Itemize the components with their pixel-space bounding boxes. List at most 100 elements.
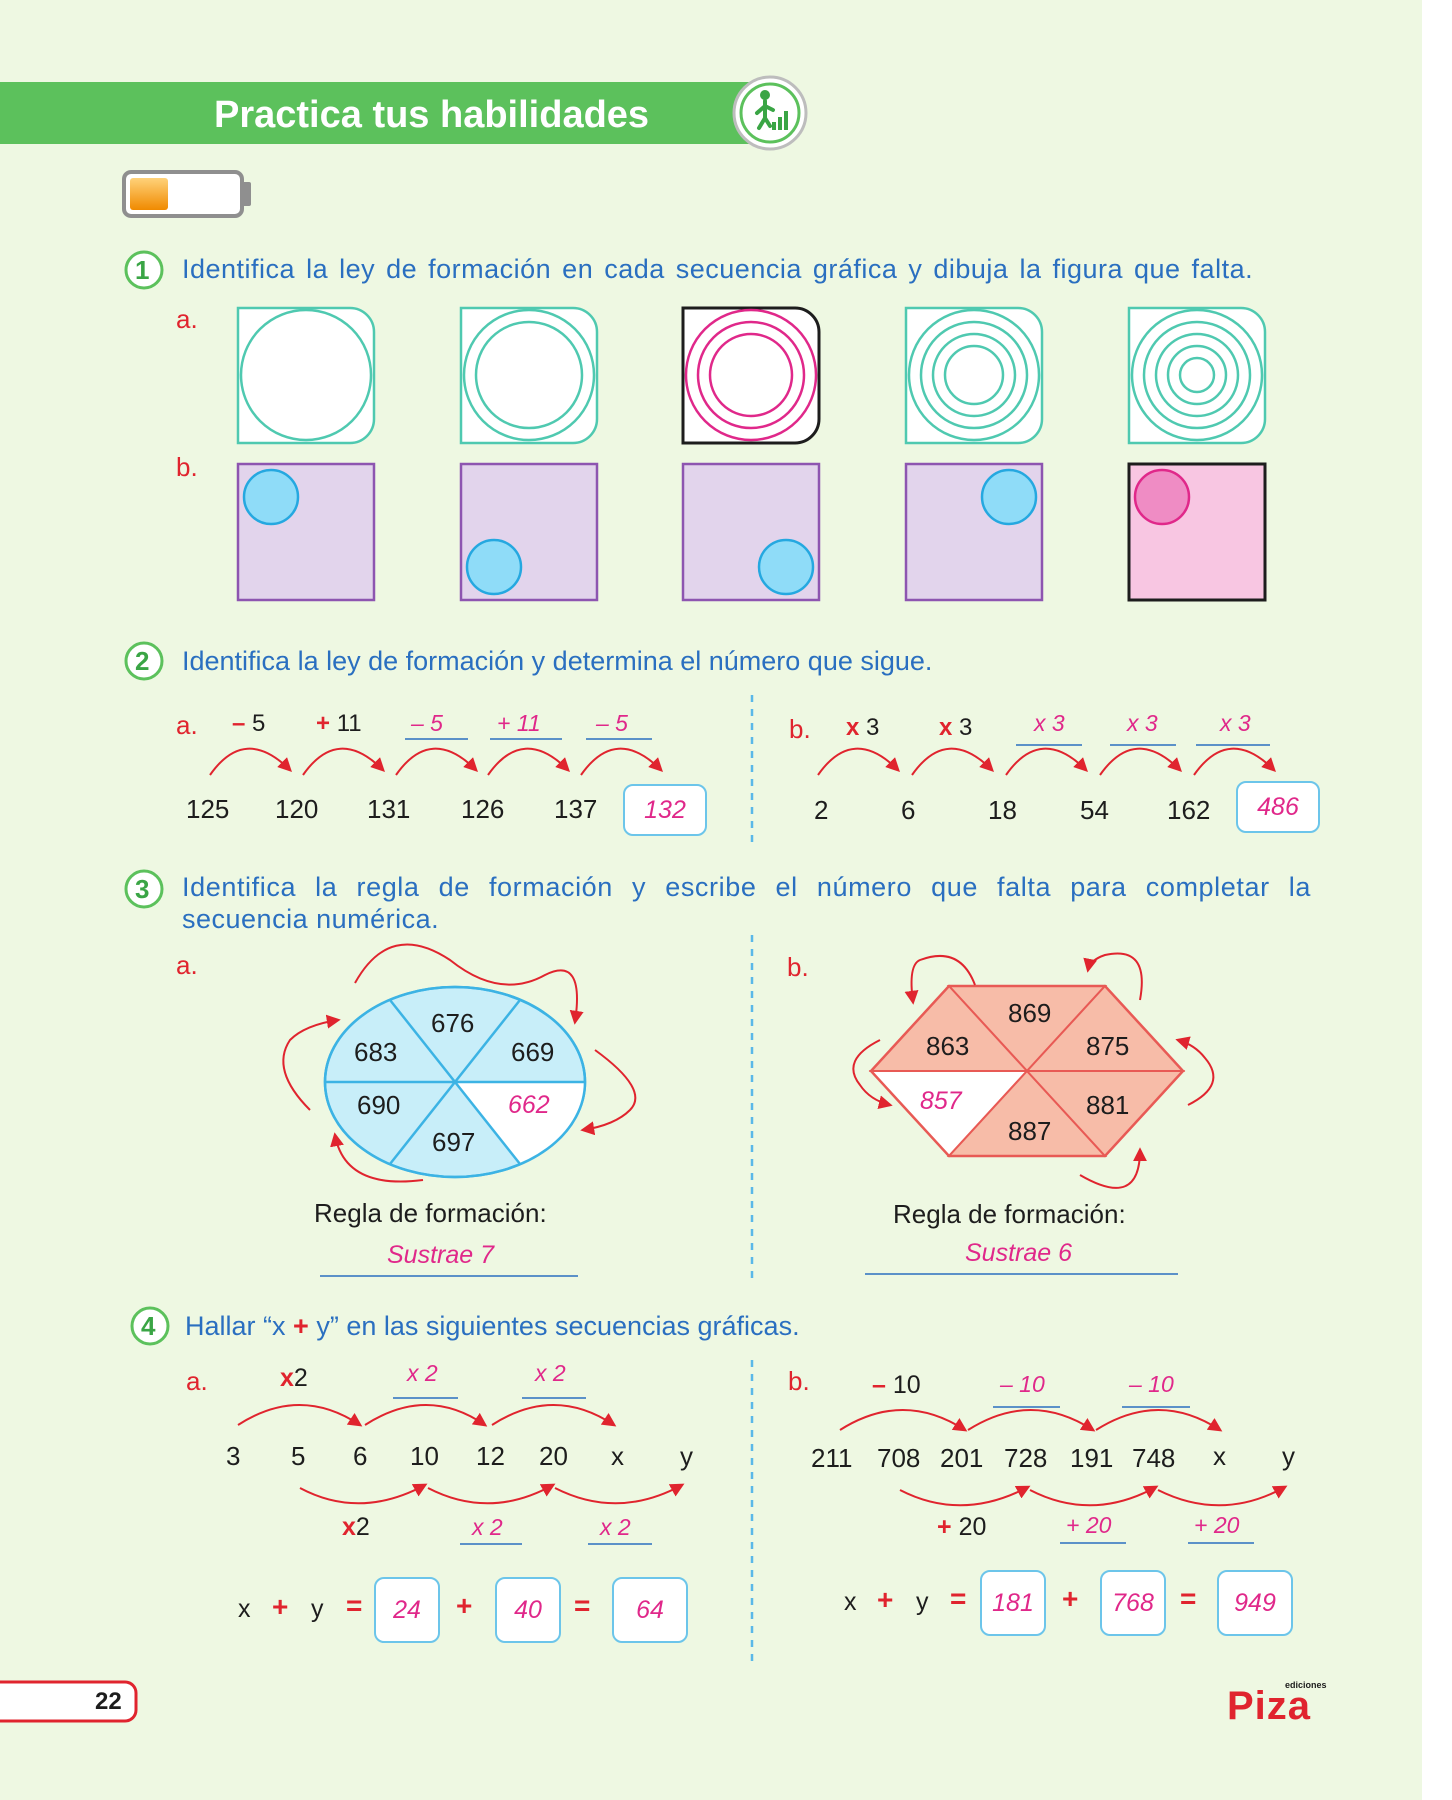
header-bar	[0, 82, 760, 144]
ex3a-value-1: 676	[431, 1008, 475, 1038]
ex3b-rule-answer[interactable]: Sustrae 6	[965, 1239, 1073, 1267]
ex4-number: 4	[141, 1311, 156, 1341]
ex3-answer-lines	[320, 1273, 1178, 1277]
ex4b-arrows	[839, 1409, 1288, 1507]
ex4b-bottom-op: + 20	[937, 1513, 987, 1541]
ex4a-eq-plus: +	[272, 1591, 289, 1622]
ex2a-op1: – 5	[232, 710, 266, 737]
ex4b-eq-value-3[interactable]: 949	[1217, 1570, 1293, 1636]
ex4b-number-7: x	[1213, 1441, 1226, 1471]
ex3-instruction-line1: Identifica la regla de formación y escri…	[182, 872, 1311, 902]
ex4a-bottom-op: x2	[342, 1513, 370, 1541]
ex4a-eq-equals: =	[346, 1590, 363, 1621]
ex4a-eq-y: y	[311, 1595, 324, 1623]
ex3a-arrows	[282, 943, 637, 1183]
ex1-instruction: Identifica la ley de formación en cada s…	[182, 254, 1254, 284]
ex4b-top-op: – 10	[872, 1371, 921, 1399]
ex3b-rule-label: Regla de formación:	[893, 1199, 1126, 1229]
ex4a-number-4: 10	[410, 1441, 439, 1471]
ex4a-arrows	[237, 1404, 685, 1505]
ex3-instruction-line2: secuencia numérica.	[182, 904, 440, 934]
ex4b-top-answer-2: – 10	[1129, 1371, 1174, 1397]
ex4a-eq-equals-2: =	[574, 1590, 591, 1621]
ex4a-eq-value-2[interactable]: 40	[495, 1577, 561, 1643]
ex1b-label: b.	[176, 452, 198, 482]
ex3-number-circle	[124, 869, 164, 909]
ex3a-label: a.	[176, 950, 198, 980]
ex2b-answer-box[interactable]: 486	[1236, 781, 1320, 833]
ex4a-eq-x: x	[238, 1595, 251, 1623]
ex4b-eq-plus: +	[877, 1584, 894, 1615]
ex2b-number-1: 2	[814, 795, 829, 825]
ex4b-eq-y: y	[916, 1588, 929, 1616]
ex2-answer-lines	[405, 738, 1270, 746]
ex4a-number-6: 20	[539, 1441, 568, 1471]
ex4b-bottom-answer-2: + 20	[1194, 1512, 1240, 1538]
ex4b-label: b.	[788, 1366, 810, 1396]
ex3b-label: b.	[787, 952, 809, 982]
ex4a-eq-plus-2: +	[456, 1590, 473, 1621]
ex3b-value-1: 869	[1008, 998, 1052, 1028]
ex2a-answer-box[interactable]: 132	[623, 784, 707, 836]
ex4b-bottom-answer-1: + 20	[1066, 1512, 1112, 1538]
ex4b-eq-value-2[interactable]: 768	[1100, 1570, 1166, 1636]
ex4a-number-1: 3	[226, 1441, 241, 1471]
ex3b-value-4: 881	[1086, 1090, 1130, 1120]
ex4a-eq-value-1[interactable]: 24	[374, 1577, 440, 1643]
ex2a-number-4: 126	[461, 794, 505, 824]
ex4b-eq-equals-2: =	[1180, 1583, 1197, 1614]
ex3b-answer-value[interactable]: 857	[920, 1087, 962, 1115]
ex4a-bottom-answer-1: x 2	[472, 1514, 503, 1540]
battery-level-icon	[122, 170, 251, 218]
ex3b-value-2: 863	[926, 1031, 970, 1061]
ex4a-eq-value-3[interactable]: 64	[612, 1577, 688, 1643]
ex4b-number-2: 708	[877, 1443, 921, 1473]
ex3a-value-2: 669	[511, 1037, 555, 1067]
page-number: 22	[95, 1688, 122, 1715]
ex4-answer-lines	[393, 1397, 1254, 1545]
ex3a-rule-answer[interactable]: Sustrae 7	[387, 1241, 495, 1269]
ex4b-eq-value-1[interactable]: 181	[980, 1570, 1046, 1636]
ex4-instruction: Hallar “x + y” en las siguientes secuenc…	[185, 1311, 800, 1341]
ex2-number-circle	[124, 641, 164, 681]
progress-person-icon	[732, 75, 808, 151]
ex2-number: 2	[135, 646, 150, 676]
ex4a-top-op: x2	[280, 1364, 308, 1392]
ex3a-value-4: 690	[357, 1090, 401, 1120]
ex4a-number-3: 6	[353, 1441, 368, 1471]
ex4b-number-8: y	[1282, 1441, 1295, 1471]
brand-logo: Piza	[1227, 1684, 1312, 1728]
page-graphics	[0, 75, 1288, 1723]
ex2b-number-5: 162	[1167, 795, 1211, 825]
ex3a-value-5: 697	[432, 1127, 476, 1157]
ex3b-arrows	[852, 952, 1215, 1189]
page-number-tab	[0, 1680, 138, 1723]
ex4a-top-answer-1: x 2	[407, 1360, 438, 1386]
ex4b-eq-plus-2: +	[1062, 1583, 1079, 1614]
ex2a-number-2: 120	[275, 794, 319, 824]
ex3-number: 3	[135, 874, 150, 904]
ex3b-value-5: 887	[1008, 1116, 1052, 1146]
workbook-page: Practica tus habilidades 1 2 3 4 Identif…	[0, 0, 1422, 1800]
ex3a-rule-label: Regla de formación:	[314, 1198, 547, 1228]
ex1a-label: a.	[176, 304, 198, 334]
ex2b-answer-op2: x 3	[1127, 710, 1158, 736]
ex2b-number-4: 54	[1080, 795, 1109, 825]
ex2a-op2: + 11	[316, 710, 362, 737]
ex4a-number-2: 5	[291, 1441, 306, 1471]
ex2b-number-3: 18	[988, 795, 1017, 825]
ex3b-value-3: 875	[1086, 1031, 1130, 1061]
ex4a-label: a.	[186, 1366, 208, 1396]
ex3a-value-3: 683	[354, 1037, 398, 1067]
ex4b-number-3: 201	[940, 1443, 984, 1473]
ex4b-number-4: 728	[1004, 1443, 1048, 1473]
ex2a-answer-op3: – 5	[596, 710, 628, 736]
page-title: Practica tus habilidades	[214, 94, 650, 136]
ex4b-number-5: 191	[1070, 1443, 1114, 1473]
ex1-number-circle	[124, 250, 164, 290]
ex2a-answer-op2: + 11	[497, 710, 541, 736]
ex3a-answer-value[interactable]: 662	[508, 1091, 550, 1119]
brand-small: ediciones	[1285, 1680, 1327, 1690]
ex4b-eq-equals: =	[950, 1583, 967, 1614]
ex2b-answer-op1: x 3	[1034, 710, 1065, 736]
